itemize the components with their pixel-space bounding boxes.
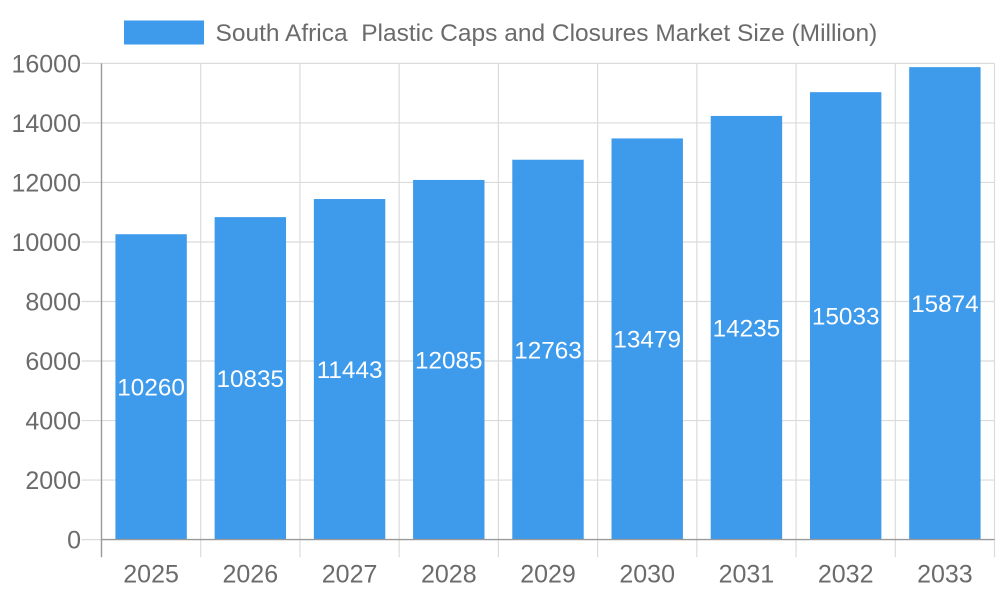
- svg-text:4000: 4000: [25, 408, 81, 436]
- svg-text:10000: 10000: [11, 229, 81, 257]
- svg-text:15033: 15033: [812, 304, 880, 331]
- svg-text:South Africa Plastic Caps and: South Africa Plastic Caps and Closures M…: [216, 20, 878, 47]
- svg-text:2028: 2028: [421, 561, 477, 589]
- svg-text:2027: 2027: [322, 561, 378, 589]
- svg-text:6000: 6000: [25, 348, 81, 376]
- svg-text:2033: 2033: [917, 561, 973, 589]
- svg-text:0: 0: [67, 527, 81, 555]
- svg-text:14235: 14235: [713, 315, 781, 342]
- svg-text:13479: 13479: [613, 327, 681, 354]
- svg-text:10835: 10835: [217, 366, 285, 393]
- svg-text:2032: 2032: [818, 561, 874, 589]
- svg-text:15874: 15874: [911, 291, 979, 318]
- svg-text:10260: 10260: [117, 375, 185, 402]
- svg-text:16000: 16000: [11, 50, 81, 78]
- svg-text:2025: 2025: [123, 561, 179, 589]
- svg-text:2029: 2029: [520, 561, 576, 589]
- svg-text:12085: 12085: [415, 347, 483, 374]
- svg-text:2000: 2000: [25, 467, 81, 495]
- svg-text:12000: 12000: [11, 170, 81, 198]
- svg-text:12763: 12763: [514, 337, 582, 364]
- svg-text:2031: 2031: [719, 561, 775, 589]
- svg-text:8000: 8000: [25, 289, 81, 317]
- svg-text:2026: 2026: [222, 561, 278, 589]
- svg-text:11443: 11443: [317, 357, 383, 384]
- svg-text:2030: 2030: [619, 561, 675, 589]
- svg-text:14000: 14000: [11, 110, 81, 138]
